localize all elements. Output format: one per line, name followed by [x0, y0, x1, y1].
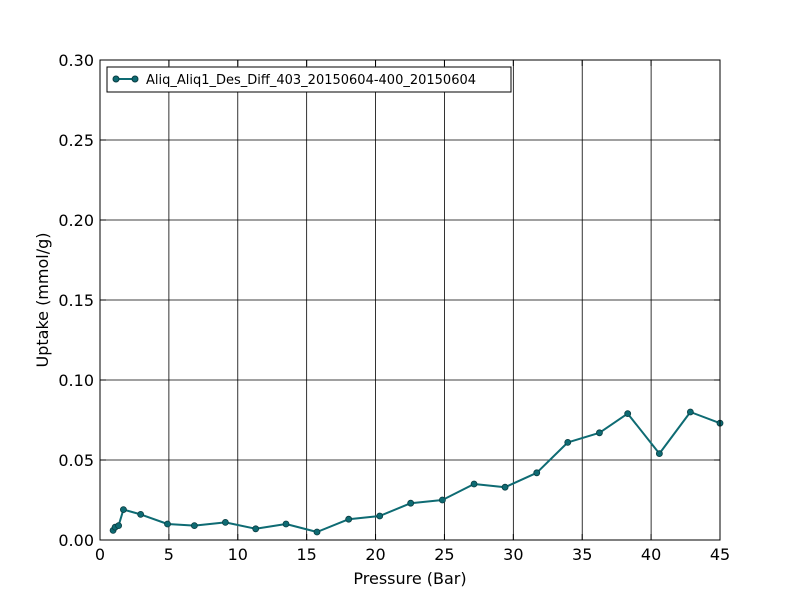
data-point	[252, 525, 260, 533]
x-tick-label: 5	[164, 545, 174, 564]
x-tick-label: 10	[228, 545, 248, 564]
data-point	[686, 408, 694, 416]
data-point	[533, 469, 541, 477]
x-tick-label: 15	[296, 545, 316, 564]
data-point	[501, 483, 509, 491]
legend: Aliq_Aliq1_Des_Diff_403_20150604-400_201…	[106, 66, 512, 93]
legend-entry-label: Aliq_Aliq1_Des_Diff_403_20150604-400_201…	[146, 73, 476, 88]
legend-box	[106, 66, 512, 93]
data-point	[190, 522, 198, 529]
data-point	[282, 520, 290, 528]
x-axis-label: Pressure (Bar)	[353, 569, 466, 588]
data-point	[376, 512, 384, 520]
data-point	[313, 528, 321, 536]
x-tick-label: 25	[434, 545, 454, 564]
legend-marker	[112, 75, 120, 83]
y-tick-label: 0.15	[58, 291, 94, 310]
y-axis-label: Uptake (mmol/g)	[33, 232, 52, 367]
data-point	[655, 450, 663, 458]
x-tick-label: 30	[503, 545, 523, 564]
x-tick-label: 45	[710, 545, 730, 564]
data-point	[137, 511, 145, 518]
data-point	[564, 438, 572, 446]
data-point	[624, 410, 632, 418]
data-point	[596, 429, 603, 437]
y-tick-label: 0.30	[58, 51, 94, 70]
y-tick-label: 0.25	[58, 131, 94, 150]
y-tick-label: 0.05	[58, 451, 94, 470]
data-point	[115, 522, 122, 529]
y-tick-labels: 0.00 0.05 0.10 0.15 0.20 0.25 0.30	[58, 51, 94, 550]
data-point	[438, 496, 446, 504]
series-layer	[109, 408, 724, 536]
data-point	[221, 519, 229, 526]
x-tick-label: 35	[572, 545, 592, 564]
y-tick-label: 0.00	[58, 531, 94, 550]
data-point	[164, 520, 171, 528]
data-point	[120, 506, 127, 514]
y-tick-label: 0.10	[58, 371, 94, 390]
x-tick-label: 0	[95, 545, 105, 564]
x-tick-label: 40	[641, 545, 661, 564]
plot-frame	[99, 59, 721, 541]
data-point	[470, 480, 478, 488]
x-tick-label: 20	[365, 545, 385, 564]
legend-marker	[131, 75, 139, 83]
x-tick-labels: 0 5 10 15 20 25 30 35 40 45	[95, 545, 730, 564]
data-point	[407, 499, 415, 507]
y-tick-label: 0.20	[58, 211, 94, 230]
data-point	[345, 515, 353, 523]
